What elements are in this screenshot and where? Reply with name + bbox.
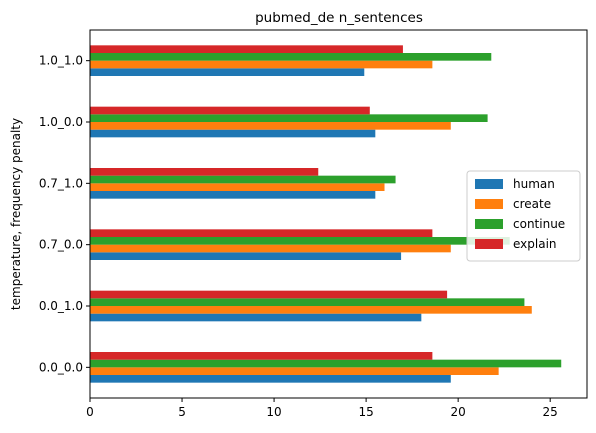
bar-explain-0.7_0.0 [90, 229, 433, 237]
legend: human create continue explain [466, 170, 581, 262]
y-tick-label: 0.7_1.0 [39, 176, 83, 190]
y-tick-label: 0.0_1.0 [39, 299, 83, 313]
x-tick-label: 20 [451, 405, 466, 419]
y-axis: 0.0_0.0 0.0_1.0 0.7_0.0 0.7_1.0 1.0_0.0 1.0_1… [39, 54, 90, 374]
bar-human-1.0_1.0 [90, 68, 365, 76]
bar-human-1.0_0.0 [90, 129, 376, 138]
x-tick-label: 25 [543, 405, 558, 419]
bar-create-1.0_0.0 [90, 122, 451, 130]
bar-create-0.7_0.0 [90, 244, 451, 253]
legend-label-explain: explain [513, 237, 557, 251]
bar-human-0.0_0.0 [90, 375, 451, 383]
bar-continue-0.7_1.0 [90, 175, 396, 184]
chart-title: pubmed_de n_sentences [255, 10, 423, 26]
legend-swatch-explain [475, 239, 503, 249]
bars-layer [90, 45, 562, 383]
bar-explain-1.0_0.0 [90, 106, 370, 115]
legend-box [466, 170, 581, 262]
bar-create-0.7_1.0 [90, 183, 385, 191]
y-tick-label: 1.0_0.0 [39, 115, 83, 129]
x-tick-label: 15 [358, 405, 373, 419]
bar-explain-0.0_0.0 [90, 352, 433, 360]
bar-explain-1.0_1.0 [90, 45, 403, 53]
x-axis: 0 5 10 15 20 25 [86, 398, 558, 419]
bar-continue-0.7_0.0 [90, 237, 510, 245]
bar-create-1.0_1.0 [90, 60, 433, 69]
bar-human-0.7_1.0 [90, 191, 376, 199]
legend-swatch-human [475, 179, 503, 189]
legend-label-create: create [513, 197, 551, 211]
y-axis-title: temperature, frequency penalty [9, 118, 23, 310]
bar-human-0.7_0.0 [90, 252, 402, 260]
x-tick-label: 0 [86, 405, 94, 419]
legend-swatch-continue [475, 219, 503, 229]
bar-create-0.0_1.0 [90, 306, 532, 314]
legend-swatch-create [475, 199, 503, 209]
bar-explain-0.0_1.0 [90, 290, 448, 299]
bar-continue-1.0_1.0 [90, 53, 492, 61]
y-tick-label: 0.0_0.0 [39, 360, 83, 374]
bar-continue-0.0_0.0 [90, 359, 562, 368]
y-tick-label: 0.7_0.0 [39, 238, 83, 252]
legend-label-human: human [513, 177, 555, 191]
bar-human-0.0_1.0 [90, 313, 422, 322]
legend-label-continue: continue [513, 217, 565, 231]
plot-frame [89, 29, 588, 399]
bar-continue-0.0_1.0 [90, 298, 525, 306]
bar-continue-1.0_0.0 [90, 114, 488, 122]
x-tick-label: 5 [178, 405, 186, 419]
y-tick-label: 1.0_1.0 [39, 54, 83, 68]
bar-explain-0.7_1.0 [90, 168, 319, 176]
bar-create-0.0_0.0 [90, 367, 499, 375]
x-tick-label: 10 [266, 405, 281, 419]
